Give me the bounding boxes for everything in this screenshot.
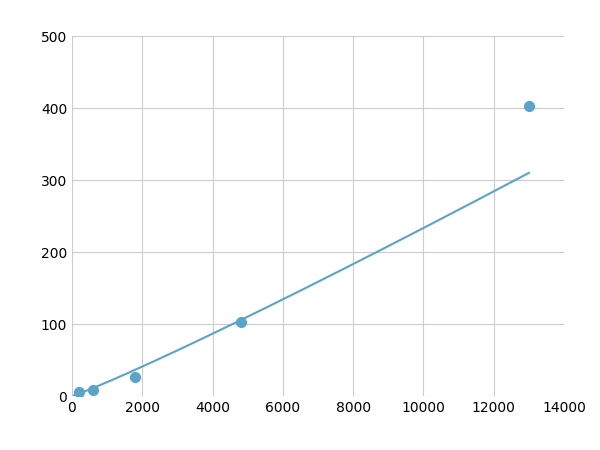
Point [74, 389, 84, 396]
Point [130, 373, 140, 380]
Point [88, 387, 98, 394]
Point [236, 318, 245, 325]
Point [524, 102, 533, 109]
